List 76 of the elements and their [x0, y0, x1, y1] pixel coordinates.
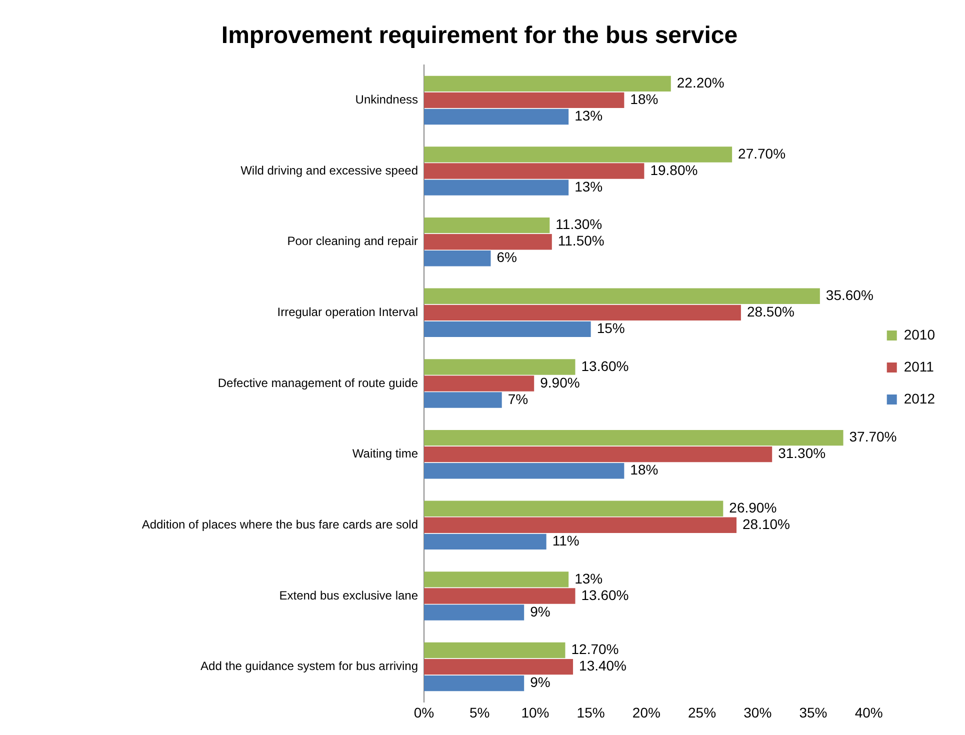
bar: [424, 500, 724, 516]
data-label: 31.30%: [778, 445, 826, 462]
bar: [424, 321, 591, 338]
bar: [424, 675, 524, 692]
data-label: 27.70%: [738, 145, 786, 162]
bar: [424, 642, 566, 658]
bar: [424, 517, 737, 533]
legend-label: 2012: [904, 390, 936, 406]
bar: [424, 588, 576, 604]
bar: [424, 92, 624, 108]
bar: [424, 463, 624, 479]
bar: [424, 359, 576, 375]
data-label: 18%: [630, 91, 658, 108]
y-tick-label: Add the guidance system for bus arriving: [200, 659, 418, 674]
data-label: 13.60%: [581, 358, 629, 374]
data-label: 13%: [574, 108, 603, 124]
bar: [424, 658, 574, 675]
x-tick-label: 35%: [799, 704, 828, 720]
data-label: 6%: [496, 249, 517, 266]
y-tick-label: Waiting time: [352, 446, 418, 461]
data-label: 12.70%: [571, 641, 619, 658]
bar: [424, 76, 671, 92]
x-tick-label: 10%: [521, 704, 550, 720]
data-label: 13.60%: [581, 586, 629, 603]
bar: [424, 163, 644, 179]
data-label: 28.10%: [742, 516, 790, 532]
bar: [424, 180, 569, 196]
bar: [424, 250, 491, 266]
bar: [424, 604, 524, 620]
bar: [424, 392, 502, 408]
x-tick-label: 5%: [469, 704, 490, 720]
y-tick-label: Wild driving and excessive speed: [240, 163, 418, 178]
data-label: 9%: [530, 674, 550, 690]
data-label: 13%: [574, 570, 603, 586]
data-label: 9%: [530, 603, 550, 620]
y-tick-label: Extend bus exclusive lane: [279, 588, 418, 602]
x-tick-label: 20%: [632, 704, 660, 720]
data-label: 7%: [508, 390, 528, 407]
x-tick-label: 0%: [414, 704, 434, 720]
bar: [424, 234, 552, 250]
x-tick-label: 40%: [854, 704, 883, 720]
bar: [424, 108, 569, 125]
data-label: 18%: [630, 462, 658, 478]
data-label: 26.90%: [729, 499, 777, 516]
data-label: 35.60%: [826, 287, 874, 304]
y-tick-label: Addition of places where the bus fare cards are sold: [142, 517, 418, 532]
bar: [424, 288, 820, 304]
data-label: 22.20%: [676, 74, 724, 91]
data-label: 11.50%: [558, 232, 604, 249]
data-label: 15%: [596, 320, 625, 336]
bar: [424, 146, 732, 162]
bar: [424, 376, 534, 392]
y-tick-label: Irregular operation Interval: [277, 304, 418, 319]
bar: [424, 534, 546, 550]
legend-label: 2011: [904, 358, 934, 374]
bar: [424, 217, 550, 234]
bar: [424, 572, 569, 588]
x-tick-label: 30%: [744, 704, 772, 720]
data-label: 28.50%: [746, 304, 794, 320]
y-tick-label: Unkindness: [355, 92, 418, 107]
y-tick-label: Poor cleaning and repair: [287, 234, 418, 248]
data-label: 37.70%: [849, 428, 897, 445]
x-tick-label: 25%: [688, 704, 716, 720]
legend-label: 2010: [904, 326, 936, 342]
data-label: 9.90%: [540, 374, 580, 390]
data-label: 11%: [552, 532, 580, 549]
data-label: 13.40%: [579, 658, 627, 674]
y-tick-label: Defective management of route guide: [218, 376, 418, 390]
data-label: 13%: [574, 178, 603, 194]
bar: [424, 446, 772, 462]
bar: [424, 430, 844, 446]
chart-title: Improvement requirement for the bus service: [221, 22, 738, 50]
x-tick-label: 15%: [576, 704, 605, 720]
data-label: 11.30%: [556, 216, 602, 232]
data-label: 19.80%: [650, 162, 698, 178]
bar: [424, 304, 741, 321]
